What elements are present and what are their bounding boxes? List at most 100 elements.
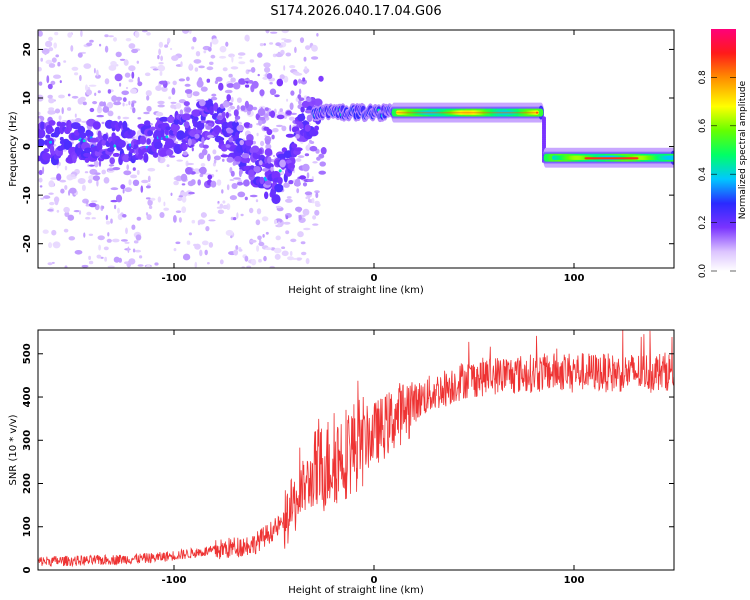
- snr-ticks: -100 0 100 0 100 200 300 400 500: [22, 330, 674, 586]
- heatmap-cell: [48, 192, 54, 195]
- heatmap-cell: [173, 215, 177, 223]
- heatmap-cell: [234, 155, 242, 162]
- heatmap-cell: [74, 113, 77, 118]
- heatmap-cell: [173, 118, 180, 125]
- heatmap-cell: [89, 39, 94, 43]
- heatmap-cell: [38, 30, 43, 37]
- heatmap-cell: [302, 163, 310, 172]
- heatmap-cell: [114, 73, 123, 82]
- heatmap-cell: [38, 118, 41, 123]
- heatmap-cell: [104, 34, 109, 38]
- heatmap-cell: [40, 121, 45, 131]
- heatmap-cell: [92, 121, 101, 130]
- heatmap-cell: [198, 65, 205, 69]
- heatmap-cell: [305, 45, 311, 50]
- heatmap-cell: [48, 180, 55, 188]
- heatmap-cell: [302, 182, 308, 187]
- heatmap-cell: [226, 94, 231, 102]
- colorbar-tick-label: 0.8: [698, 70, 708, 85]
- heatmap-cell: [244, 100, 249, 109]
- colorbar-tick-label: 0.0: [698, 264, 708, 279]
- heatmap-cell: [173, 248, 177, 252]
- heatmap-cell: [279, 108, 284, 113]
- heatmap-cell: [199, 249, 203, 257]
- heatmap-cell: [108, 168, 114, 171]
- heatmap-cell: [255, 219, 261, 226]
- heatmap-cell: [246, 265, 252, 268]
- heatmap-cell: [297, 231, 304, 238]
- heatmap-cell: [167, 41, 169, 45]
- y-tick-label: 0: [22, 566, 33, 573]
- heatmap-cell: [100, 154, 110, 160]
- heatmap-cell: [130, 174, 138, 179]
- heatmap-cell: [230, 96, 234, 103]
- heatmap-cell: [216, 179, 222, 186]
- heatmap-cell: [158, 48, 162, 56]
- heatmap-cell: [128, 179, 132, 186]
- heatmap-cell: [191, 147, 194, 152]
- heatmap-cell: [202, 144, 209, 149]
- heatmap-cell: [277, 221, 281, 228]
- colorbar-gradient: [711, 29, 736, 271]
- heatmap-cell: [85, 216, 91, 220]
- heatmap-cell: [288, 116, 295, 121]
- heatmap-cell: [307, 178, 314, 183]
- heatmap-cell: [275, 205, 282, 209]
- heatmap-cell: [271, 194, 281, 205]
- heatmap-cell: [281, 30, 289, 34]
- heatmap-cell: [248, 169, 255, 177]
- heatmap-cell: [107, 265, 115, 268]
- heatmap-cell: [289, 124, 292, 132]
- heatmap-cell: [302, 208, 310, 216]
- heatmap-cell: [250, 67, 256, 73]
- heatmap-cell: [181, 183, 186, 186]
- colorbar: 0.0 0.2 0.4 0.6 0.8 Normalized spectral ampl…: [698, 29, 748, 278]
- heatmap-cell: [283, 221, 291, 225]
- heatmap-cell: [44, 52, 47, 56]
- heatmap-cell: [146, 95, 150, 101]
- heatmap-cell: [167, 116, 175, 124]
- heatmap-cell: [148, 205, 153, 209]
- heatmap-cell: [311, 100, 316, 105]
- heatmap-cell: [133, 240, 139, 244]
- heatmap-cell: [146, 264, 151, 268]
- heatmap-cell: [241, 153, 250, 159]
- heatmap-cell: [313, 98, 323, 107]
- heatmap-cell: [245, 139, 254, 147]
- heatmap-cell: [88, 164, 95, 167]
- heatmap-cell: [229, 195, 237, 201]
- heatmap-cell: [91, 200, 98, 203]
- heatmap-cell: [125, 86, 129, 90]
- heatmap-cell: [165, 126, 171, 131]
- heatmap-cell: [267, 156, 272, 164]
- heatmap-cell: [126, 164, 129, 171]
- heatmap-cell: [207, 134, 214, 138]
- heatmap-cell: [59, 80, 62, 84]
- heatmap-cell: [188, 191, 195, 195]
- heatmap-cell: [260, 140, 265, 147]
- heatmap-cell: [296, 257, 302, 261]
- heatmap-cell: [98, 159, 102, 167]
- spectrogram-x-label: Height of straight line (km): [288, 285, 424, 296]
- heatmap-cell: [171, 55, 179, 61]
- heatmap-cell: [209, 61, 214, 65]
- heatmap-cell: [139, 255, 143, 259]
- heatmap-cell: [255, 199, 259, 203]
- heatmap-cell: [298, 214, 302, 221]
- heatmap-cell: [65, 140, 73, 150]
- x-tick-label: -100: [161, 273, 186, 284]
- heatmap-cell: [240, 213, 244, 217]
- heatmap-cell: [96, 114, 104, 118]
- heatmap-cell: [155, 85, 162, 91]
- heatmap-cell: [98, 244, 101, 251]
- heatmap-cell: [97, 90, 101, 94]
- heatmap-cell: [263, 62, 271, 68]
- heatmap-cell: [207, 174, 213, 180]
- heatmap-cell: [127, 246, 130, 253]
- heatmap-cell: [222, 200, 226, 204]
- heatmap-cell: [230, 66, 239, 70]
- heatmap-cell: [175, 241, 181, 245]
- heatmap-cell: [115, 51, 122, 58]
- heatmap-cell: [48, 242, 53, 249]
- heatmap-cell: [195, 51, 201, 57]
